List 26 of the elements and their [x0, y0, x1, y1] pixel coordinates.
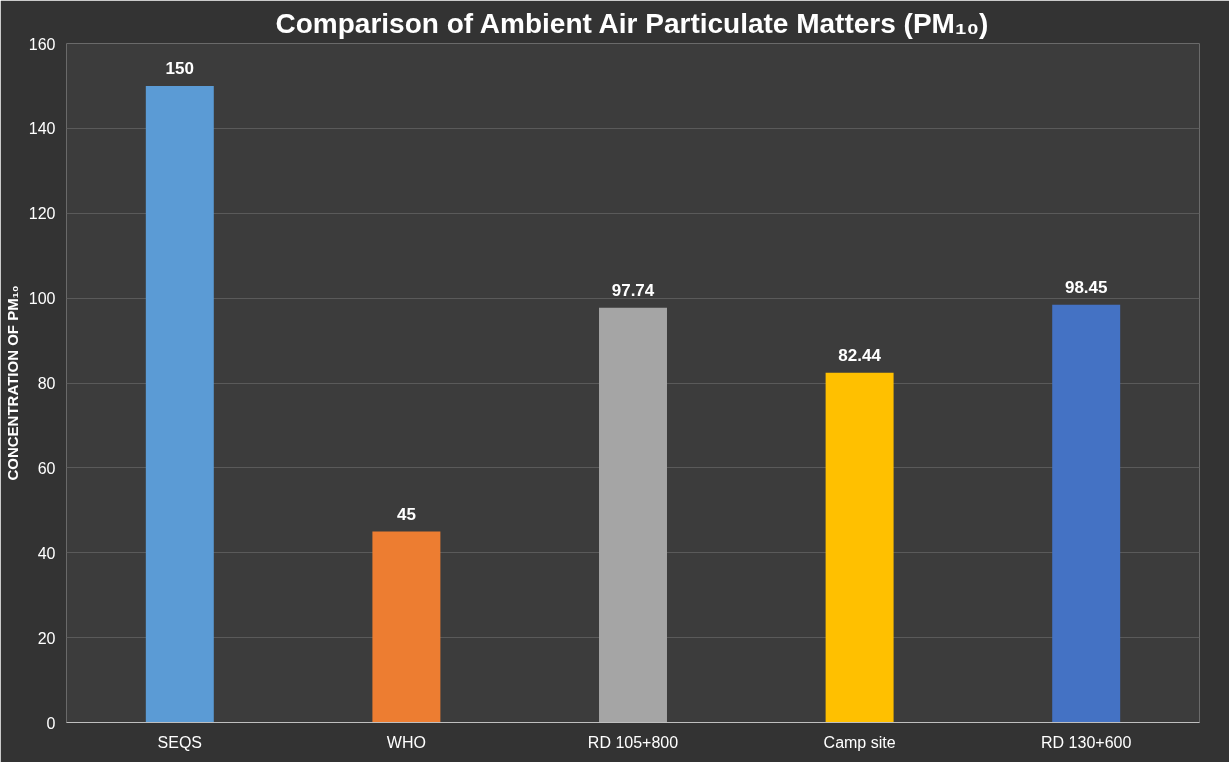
x-tick-label: WHO: [386, 733, 426, 751]
data-label: 150: [165, 58, 194, 78]
x-tick-label: Camp site: [823, 733, 896, 751]
y-tick-label: 100: [28, 290, 56, 308]
y-tick-label: 140: [28, 120, 56, 138]
x-tick-label: RD 105+800: [587, 733, 679, 751]
data-label: 45: [396, 504, 416, 524]
data-label: 98.45: [1064, 277, 1108, 297]
y-tick-label: 60: [37, 459, 56, 477]
y-tick-label: 20: [37, 629, 56, 647]
bar: [145, 85, 214, 723]
bar: [1052, 304, 1121, 723]
bar: [825, 372, 894, 723]
y-tick-label: 40: [37, 544, 56, 562]
data-label: 97.74: [611, 280, 655, 300]
x-tick-label: SEQS: [157, 733, 203, 751]
data-label: 82.44: [838, 345, 882, 365]
bar: [599, 307, 667, 723]
x-tick-label: RD 130+600: [1041, 733, 1132, 751]
chart-title: Comparison of Ambient Air Particulate Matters (PM₁₀): [275, 7, 989, 39]
y-tick-label: 120: [28, 205, 56, 223]
y-tick-label: 160: [28, 35, 56, 53]
bar: [372, 531, 441, 723]
y-tick-label: 0: [46, 714, 56, 732]
y-axis-title: CONCENTRATION OF PM₁₀: [3, 285, 21, 481]
y-tick-label: 80: [37, 375, 56, 392]
